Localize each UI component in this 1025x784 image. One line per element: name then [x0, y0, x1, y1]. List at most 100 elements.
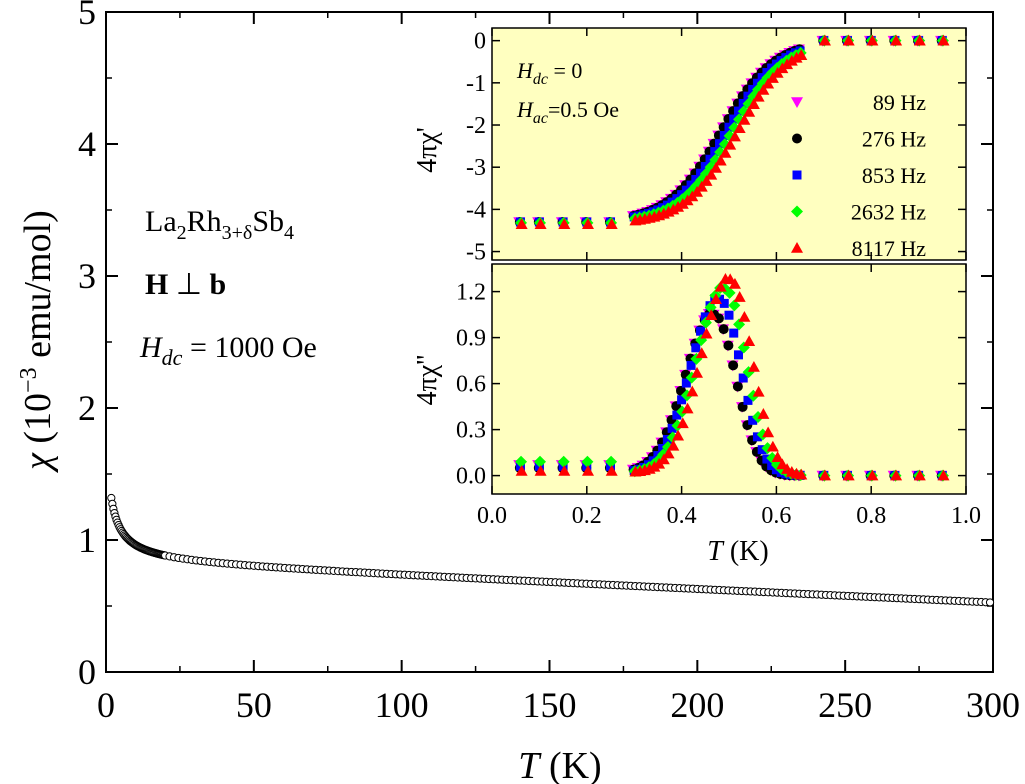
- chi-imag-point: [667, 423, 677, 433]
- chi-imag-point: [819, 469, 831, 481]
- chi-imag-point: [766, 440, 779, 452]
- chi-real-point: [686, 180, 696, 190]
- inset-bottom-y-tick-label: 0.0: [456, 464, 486, 490]
- main-x-tick-label: 250: [818, 685, 872, 725]
- inset-bottom-y-tick-label: 0.3: [456, 418, 486, 444]
- chi-imag-point: [738, 310, 751, 322]
- chi-imag-point: [662, 447, 675, 459]
- chi-real-point: [672, 201, 685, 212]
- chi-imag-point: [762, 454, 772, 464]
- hac-annotation: Hac=0.5 Oe: [516, 97, 619, 127]
- legend-marker: [791, 205, 803, 218]
- chi-real-point: [785, 54, 798, 66]
- inset-bottom-y-tick-label: 0.6: [456, 372, 486, 398]
- chi-imag-point: [557, 455, 570, 468]
- chi-real-point: [515, 218, 528, 229]
- chi-imag-point: [718, 324, 729, 335]
- chi-real-point: [738, 113, 751, 125]
- inset-top-y-tick-label: -3: [466, 155, 486, 181]
- main-y-tick-label: 1: [78, 520, 96, 560]
- chi-real-point: [762, 77, 775, 89]
- chi-imag-point: [704, 301, 717, 314]
- chi-imag-point: [676, 417, 689, 429]
- chi-imag-point: [771, 451, 784, 462]
- chi-real-point: [752, 90, 765, 102]
- legend-marker: [792, 170, 802, 180]
- main-x-tick-label: 200: [670, 685, 724, 725]
- chi-imag-point: [743, 335, 756, 347]
- chi-imag-point: [757, 445, 767, 455]
- legend-marker: [791, 242, 803, 253]
- inset-top-ticks: 0 -1 -2 -3 -4 -5: [466, 28, 967, 266]
- inset-top-y-axis-title: 4πχ': [412, 127, 443, 173]
- main-y-tick-label: 5: [78, 0, 96, 32]
- main-x-ticks: 0 50 100 150 200 250 300: [97, 12, 1020, 725]
- field-value-label: Hdc = 1000 Oe: [139, 331, 317, 370]
- main-data-points: [107, 493, 995, 607]
- chi-imag-point: [581, 455, 594, 468]
- chi-imag-point: [743, 395, 753, 405]
- inset-x-axis-title: T (K): [707, 536, 768, 567]
- chi-imag-point: [748, 415, 758, 425]
- hdc-annotation: Hdc = 0: [516, 58, 582, 88]
- chi-imag-point: [747, 360, 760, 372]
- inset-top-plot: 0 -1 -2 -3 -4 -5 4πχ' Hdc = 0 Hac=0.5 Oe 89 H…: [412, 27, 967, 266]
- inset-bottom-data-points: [513, 272, 950, 482]
- chi-imag-point: [724, 310, 734, 320]
- chi-imag-point: [723, 340, 734, 351]
- main-x-tick-label: 300: [966, 685, 1020, 725]
- main-x-tick-label: 0: [97, 685, 115, 725]
- main-y-tick-label: 2: [78, 388, 96, 428]
- inset-x-tick-label: 0.0: [477, 503, 507, 529]
- chi-data-point: [985, 598, 995, 607]
- inset-bottom-frame: [491, 263, 967, 495]
- inset-x-tick-label: 0.4: [667, 503, 697, 529]
- main-x-tick-label: 50: [236, 685, 272, 725]
- chi-imag-point: [681, 402, 694, 414]
- inset-bottom-ticks: 0.0 0.3 0.6 0.9 1.2 0.0 0.2 0.4 0.6 0.8 1.0: [456, 264, 981, 529]
- chi-imag-point: [691, 343, 701, 353]
- chi-imag-point: [605, 465, 618, 476]
- chi-imag-point: [733, 291, 746, 302]
- chi-imag-point: [728, 299, 741, 312]
- chi-imag-point: [662, 434, 672, 444]
- inset-top-data-points: [513, 34, 950, 229]
- chi-imag-point: [686, 385, 699, 397]
- chi-real-point: [728, 130, 741, 142]
- chi-real-point: [719, 146, 732, 158]
- chi-imag-point: [752, 385, 765, 397]
- chi-imag-point: [691, 366, 704, 378]
- chi-imag-point: [534, 465, 547, 476]
- legend-marker: [791, 97, 803, 108]
- compound-label: La2Rh3+δSb4: [145, 205, 294, 244]
- chi-real-point: [724, 138, 737, 150]
- inset-top-y-tick-label: 0: [474, 29, 486, 55]
- legend-label: 89 Hz: [873, 90, 926, 115]
- chi-imag-point: [700, 312, 710, 322]
- chi-imag-point: [738, 373, 748, 383]
- chi-real-point: [890, 34, 903, 46]
- chi-imag-point: [732, 381, 743, 392]
- chi-imag-point: [752, 432, 762, 442]
- chi-imag-point: [842, 469, 855, 481]
- chi-imag-point: [696, 326, 706, 336]
- inset-x-tick-label: 0.8: [856, 503, 886, 529]
- chi-real-point: [700, 175, 713, 186]
- chi-real-point: [842, 34, 855, 46]
- chi-real-point: [913, 34, 926, 46]
- chi-imag-point: [658, 444, 668, 454]
- chi-imag-point: [695, 347, 708, 359]
- chi-real-point: [937, 34, 950, 46]
- main-y-ticks: 0 1 2 3 4 5: [78, 0, 993, 692]
- chi-imag-point: [733, 350, 743, 360]
- chi-imag-point: [657, 453, 670, 465]
- chi-imag-point: [582, 465, 594, 476]
- chi-real-point: [743, 105, 756, 117]
- chi-imag-point: [723, 286, 736, 299]
- main-plot: 0 50 100 150 200 250 300 0 1 2 3 4 5 T (K) χ (10−3 …: [16, 0, 1020, 784]
- chi-imag-point: [757, 408, 770, 419]
- legend-label: 853 Hz: [862, 163, 926, 188]
- main-x-tick-label: 100: [375, 685, 429, 725]
- chi-real-point: [705, 168, 718, 180]
